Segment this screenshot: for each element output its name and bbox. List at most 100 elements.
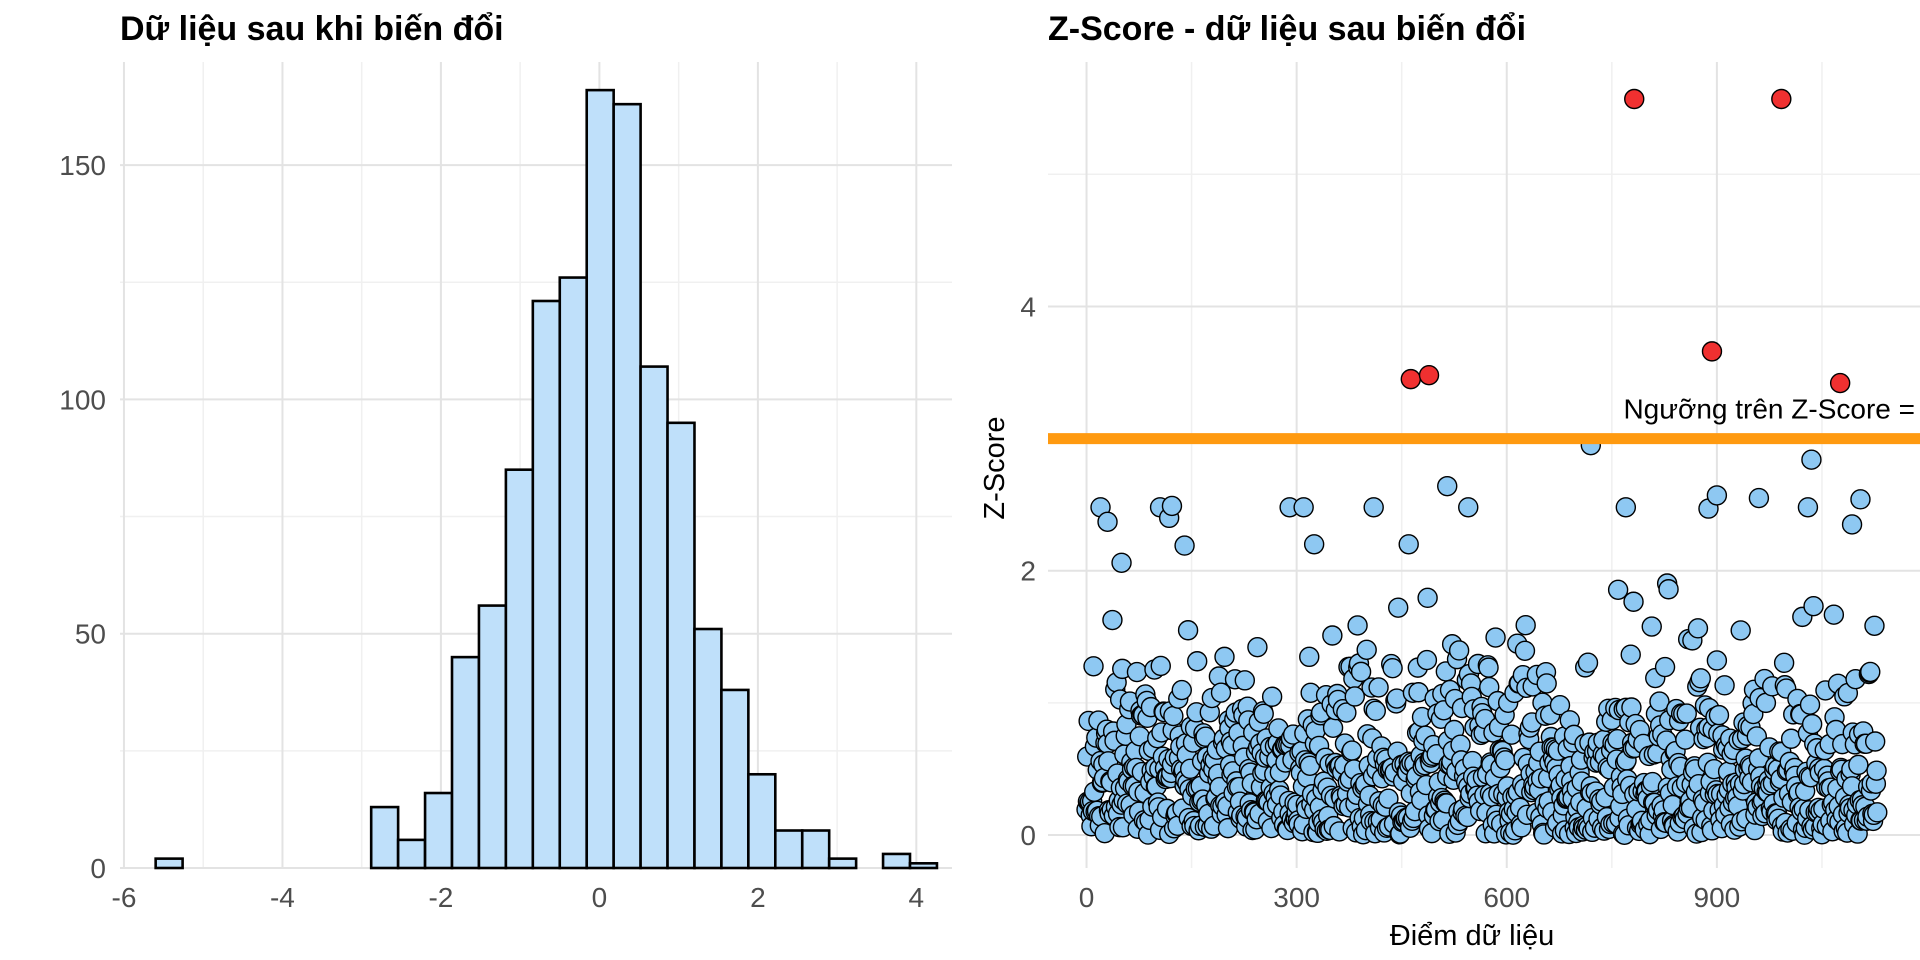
data-point — [1111, 552, 1132, 573]
x-tick-label: 300 — [1273, 882, 1320, 913]
data-point — [1549, 694, 1571, 716]
data-point — [1163, 705, 1184, 727]
data-point — [1186, 651, 1208, 672]
data-point — [1378, 788, 1399, 809]
y-tick-label: 150 — [59, 150, 106, 181]
data-point — [1620, 644, 1641, 665]
data-point — [1860, 661, 1881, 683]
data-point — [1536, 673, 1557, 694]
x-tick-label: -6 — [112, 882, 137, 913]
x-tick-label: 900 — [1694, 882, 1741, 913]
zscore-x-tick-labels: 0 300 600 900 — [1079, 882, 1741, 913]
data-point — [1577, 652, 1599, 673]
data-point — [1623, 591, 1644, 612]
data-point — [1365, 700, 1386, 722]
outlier-point — [1400, 368, 1422, 390]
data-point — [1799, 694, 1821, 715]
y-tick-label: 0 — [90, 853, 106, 884]
x-tick-label: -2 — [428, 882, 453, 913]
data-point — [1649, 691, 1670, 712]
data-point — [1234, 670, 1256, 691]
data-point — [1801, 449, 1822, 470]
data-point — [1368, 677, 1389, 698]
data-point — [1803, 596, 1824, 617]
data-point — [1174, 535, 1195, 556]
x-tick-label: 0 — [1079, 882, 1095, 913]
outlier-point — [1701, 341, 1723, 362]
data-point — [1690, 668, 1711, 689]
data-point — [1382, 657, 1403, 679]
data-point — [1398, 534, 1419, 555]
histogram-bar — [423, 791, 454, 870]
data-point — [1866, 760, 1887, 781]
zscore-title: Z-Score - dữ liệu sau biến đổi — [1048, 10, 1526, 48]
histogram-bar — [531, 299, 562, 870]
histogram-bar — [369, 805, 400, 870]
data-point — [1341, 740, 1363, 761]
data-point — [1515, 614, 1536, 636]
data-point — [1485, 627, 1506, 648]
data-point — [1347, 615, 1368, 636]
data-point — [1417, 587, 1438, 609]
data-point — [1247, 636, 1268, 658]
histogram-bar — [908, 862, 939, 870]
histogram-title: Dữ liệu sau khi biến đổi — [120, 10, 504, 48]
y-tick-label: 50 — [75, 619, 106, 650]
data-point — [1177, 620, 1199, 641]
data-point — [1848, 754, 1869, 776]
y-tick-label: 4 — [1020, 291, 1036, 322]
data-point — [1388, 597, 1409, 618]
x-tick-label: 0 — [592, 882, 608, 913]
histogram-bar — [639, 365, 669, 870]
outlier-points — [1400, 88, 1851, 394]
outlier-point — [1771, 88, 1792, 110]
data-point — [1658, 579, 1679, 600]
outlier-point — [1829, 372, 1851, 394]
data-point — [1801, 713, 1823, 735]
histogram-bar — [881, 852, 912, 870]
data-point — [1708, 704, 1730, 726]
zscore-y-axis-title: Z-Score — [979, 416, 1011, 519]
x-tick-label: -4 — [270, 882, 295, 913]
data-point — [1293, 497, 1314, 518]
data-point — [1363, 497, 1384, 518]
histogram-bar — [693, 627, 723, 870]
x-tick-label: 4 — [909, 882, 925, 913]
data-point — [1714, 675, 1735, 696]
histogram-bar — [800, 829, 831, 870]
histogram-bars — [154, 88, 939, 870]
data-point — [1797, 497, 1819, 518]
threshold-label: Ngưỡng trên Z-Score = — [1623, 394, 1915, 425]
data-point — [1780, 728, 1802, 749]
data-point — [1615, 497, 1637, 518]
data-point — [1864, 615, 1885, 637]
data-point — [1621, 697, 1642, 718]
data-point — [1437, 475, 1458, 497]
histogram-y-tick-labels: 0 50 100 150 — [59, 150, 106, 884]
histogram-bar — [720, 688, 750, 870]
data-point — [1214, 646, 1235, 668]
data-point — [1706, 650, 1728, 671]
data-point — [1478, 657, 1499, 678]
data-point — [1730, 620, 1751, 641]
data-point — [1864, 731, 1886, 752]
y-tick-label: 100 — [59, 384, 106, 415]
data-point — [1350, 661, 1372, 683]
histogram-bar — [747, 772, 777, 870]
outlier-point — [1418, 364, 1440, 386]
histogram-x-tick-labels: -6 -4 -2 0 2 4 — [112, 882, 925, 913]
histogram-bar — [477, 604, 508, 870]
data-point — [1773, 652, 1795, 674]
data-point — [1841, 514, 1863, 535]
data-point — [1607, 579, 1629, 600]
data-point — [1336, 702, 1357, 723]
data-point — [1083, 656, 1104, 677]
zscore-x-axis-title: Điểm dữ liệu — [1390, 920, 1554, 952]
x-tick-label: 2 — [750, 882, 766, 913]
zscore-y-tick-labels: 0 2 4 — [1020, 291, 1036, 851]
histogram-panel: -6 -4 -2 0 2 4 0 50 100 150 Dữ liệu sau khi biến… — [59, 10, 952, 913]
histogram-bar — [558, 276, 589, 870]
data-point — [1171, 679, 1192, 701]
data-point — [1161, 495, 1183, 517]
